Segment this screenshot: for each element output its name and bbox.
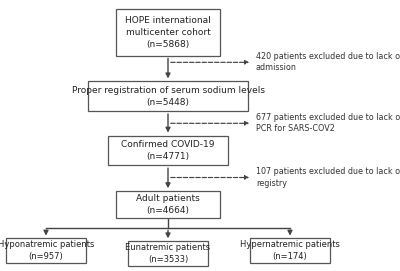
FancyBboxPatch shape	[128, 241, 208, 266]
FancyBboxPatch shape	[108, 136, 228, 165]
Text: 420 patients excluded due to lack of SNa at
admission: 420 patients excluded due to lack of SNa…	[256, 52, 400, 72]
FancyBboxPatch shape	[250, 238, 330, 263]
FancyBboxPatch shape	[116, 191, 220, 218]
Text: 107 patients excluded due to lack of age
registry: 107 patients excluded due to lack of age…	[256, 167, 400, 188]
Text: HOPE international
multicenter cohort
(n=5868): HOPE international multicenter cohort (n…	[125, 16, 211, 49]
Text: Hyponatremic patients
(n=957): Hyponatremic patients (n=957)	[0, 240, 94, 261]
Text: Confirmed COVID-19
(n=4771): Confirmed COVID-19 (n=4771)	[121, 140, 215, 161]
FancyBboxPatch shape	[6, 238, 86, 263]
Text: Proper registration of serum sodium levels
(n=5448): Proper registration of serum sodium leve…	[72, 86, 264, 107]
Text: Hypernatremic patients
(n=174): Hypernatremic patients (n=174)	[240, 240, 340, 261]
Text: Eunatremic patients
(n=3533): Eunatremic patients (n=3533)	[126, 243, 210, 264]
FancyBboxPatch shape	[88, 81, 248, 111]
Text: 677 patients excluded due to lack of  RT-
PCR for SARS-COV2: 677 patients excluded due to lack of RT-…	[256, 113, 400, 133]
FancyBboxPatch shape	[116, 9, 220, 56]
Text: Adult patients
(n=4664): Adult patients (n=4664)	[136, 194, 200, 215]
